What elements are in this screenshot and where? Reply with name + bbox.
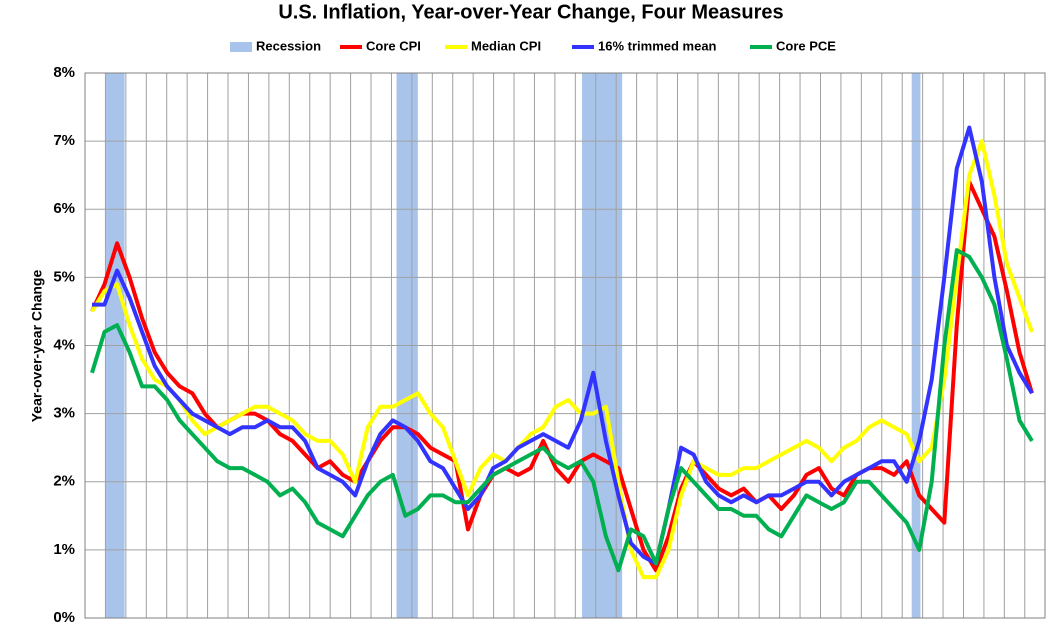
plot-frame [84, 72, 1046, 619]
y-tick-label: 7% [53, 132, 75, 149]
y-axis-label: Year-over-year Change [29, 270, 45, 423]
legend-label: Recession [256, 38, 321, 53]
y-tick-label: 0% [53, 609, 75, 626]
y-tick-label: 6% [53, 200, 75, 217]
chart-title: U.S. Inflation, Year-over-Year Change, F… [278, 1, 783, 23]
y-tick-label: 5% [53, 268, 75, 285]
series-line [92, 125, 1034, 566]
legend-label: Core CPI [366, 38, 421, 53]
legend-label: 16% trimmed mean [598, 38, 717, 53]
y-tick-label: 2% [53, 473, 75, 490]
y-tick-label: 3% [53, 405, 75, 422]
y-tick-label: 1% [53, 541, 75, 558]
y-tick-label: 8% [53, 64, 75, 81]
legend-label: Core PCE [776, 38, 836, 53]
series-line [90, 248, 1034, 573]
legend-label: Median CPI [471, 38, 541, 53]
series-line [90, 139, 1034, 580]
series-line [90, 180, 1034, 573]
y-tick-label: 4% [53, 336, 75, 353]
